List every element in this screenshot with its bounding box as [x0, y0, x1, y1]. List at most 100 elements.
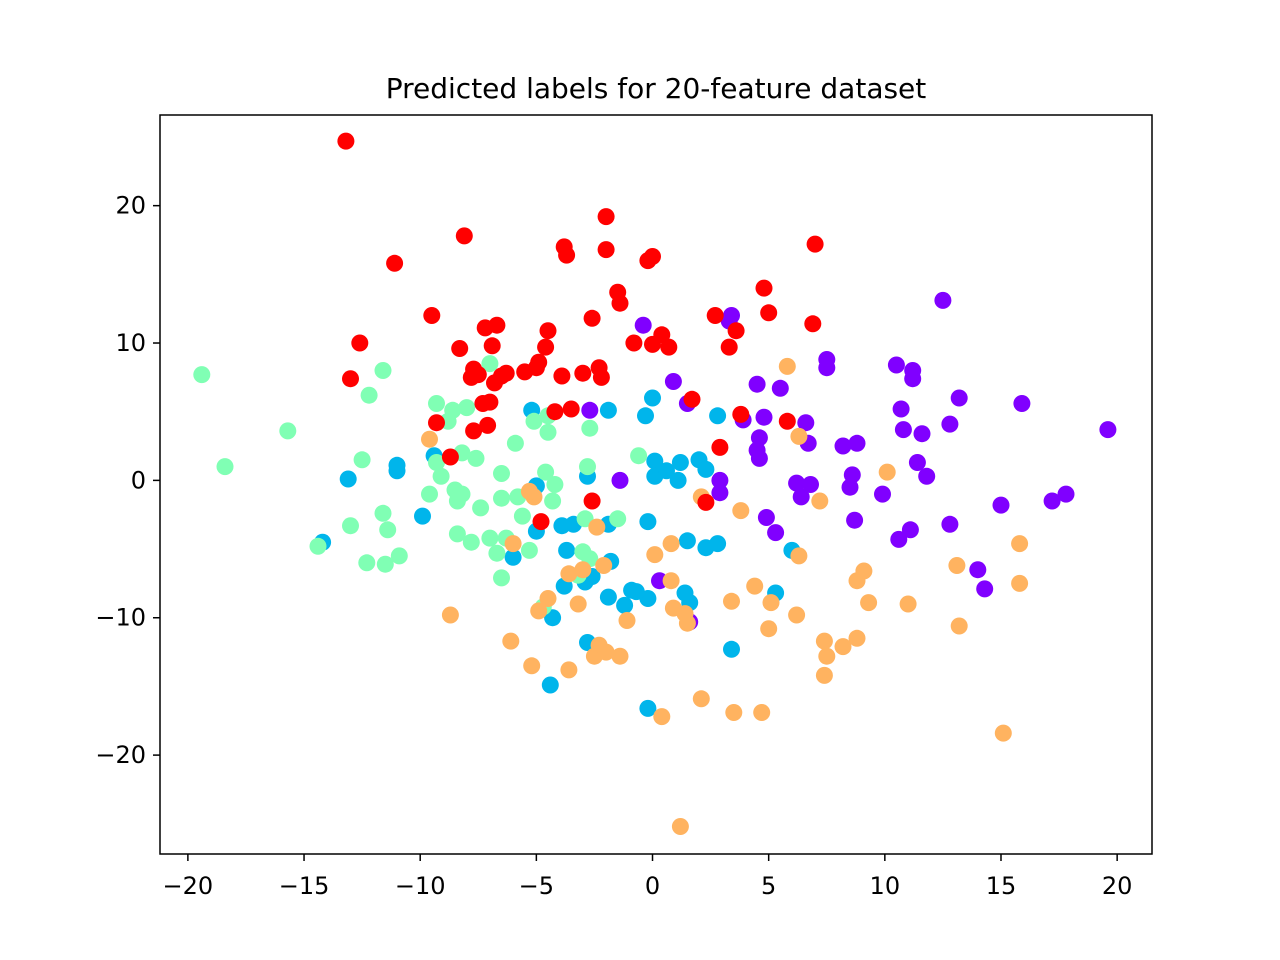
data-point: [762, 594, 780, 612]
data-point: [539, 590, 557, 607]
data-point: [848, 629, 866, 647]
data-point: [574, 561, 592, 579]
data-point: [1057, 485, 1075, 503]
data-point: [539, 423, 557, 441]
data-point: [530, 353, 548, 371]
data-point: [588, 518, 606, 536]
data-point: [941, 515, 959, 533]
data-point: [532, 513, 550, 531]
data-point: [562, 400, 580, 418]
data-point: [520, 541, 538, 559]
data-point: [992, 496, 1010, 514]
data-point: [878, 463, 896, 481]
data-point: [309, 537, 327, 555]
data-point: [653, 326, 671, 344]
y-tick-label: −20: [95, 741, 146, 769]
x-tick-label: −15: [279, 872, 330, 900]
data-point: [441, 448, 459, 466]
data-point: [757, 509, 775, 526]
data-point: [351, 334, 369, 352]
data-point: [818, 647, 836, 665]
data-point: [750, 449, 768, 467]
data-point: [597, 643, 615, 661]
data-point: [660, 338, 678, 356]
data-point: [767, 524, 785, 542]
data-point: [720, 338, 738, 356]
data-point: [771, 379, 789, 397]
x-tick-label: 5: [761, 872, 776, 900]
data-point: [901, 521, 919, 539]
data-point: [1011, 574, 1029, 592]
data-point: [815, 666, 833, 684]
data-point: [467, 449, 485, 467]
data-point: [488, 544, 506, 562]
data-point: [709, 535, 727, 553]
data-point: [994, 724, 1012, 742]
data-point: [374, 504, 392, 522]
data-point: [488, 316, 506, 334]
data-point: [611, 647, 629, 665]
data-point: [1043, 492, 1061, 510]
data-point: [683, 390, 701, 408]
data-point: [493, 465, 510, 482]
data-point: [558, 246, 576, 264]
data-point: [279, 422, 297, 440]
data-point: [423, 307, 441, 324]
data-point: [841, 478, 859, 496]
data-point: [669, 471, 687, 489]
data-point: [353, 451, 371, 469]
data-point: [493, 569, 510, 587]
data-point: [811, 492, 829, 510]
data-point: [523, 657, 541, 675]
data-point: [502, 632, 520, 650]
data-point: [778, 357, 796, 375]
data-point: [444, 401, 462, 419]
data-point: [697, 460, 715, 478]
data-point: [678, 614, 696, 632]
data-point: [581, 401, 599, 419]
data-point: [441, 606, 459, 624]
data-point: [732, 502, 750, 520]
data-point: [1099, 421, 1117, 439]
data-point: [790, 547, 808, 565]
data-point: [574, 364, 592, 382]
data-point: [950, 389, 968, 407]
data-point: [913, 425, 931, 443]
data-point: [727, 322, 745, 340]
data-point: [976, 580, 994, 598]
data-point: [481, 393, 499, 411]
data-point: [342, 370, 359, 388]
data-point: [483, 337, 501, 355]
chart-title: Predicted labels for 20-feature dataset: [386, 72, 927, 105]
data-point: [579, 458, 596, 476]
data-point: [546, 476, 564, 493]
data-point: [904, 370, 922, 388]
data-point: [646, 546, 664, 564]
data-point: [558, 541, 576, 559]
y-tick-label: 10: [115, 329, 146, 357]
data-point: [653, 708, 671, 726]
data-point: [664, 373, 682, 390]
data-point: [520, 482, 538, 500]
data-point: [760, 304, 778, 322]
data-point: [623, 581, 641, 599]
data-point: [748, 375, 766, 393]
data-point: [414, 507, 431, 525]
data-point: [216, 458, 234, 476]
data-point: [513, 507, 531, 525]
data-point: [662, 535, 680, 553]
data-point: [815, 632, 833, 650]
data-point: [592, 368, 610, 386]
data-point: [753, 704, 771, 721]
data-point: [792, 488, 810, 506]
data-point: [671, 818, 689, 835]
data-point: [892, 400, 910, 418]
data-point: [908, 454, 926, 471]
data-point: [379, 521, 397, 539]
data-point: [616, 596, 634, 614]
data-point: [818, 359, 836, 377]
data-point: [376, 555, 394, 573]
data-point: [453, 485, 471, 503]
data-point: [390, 547, 408, 565]
